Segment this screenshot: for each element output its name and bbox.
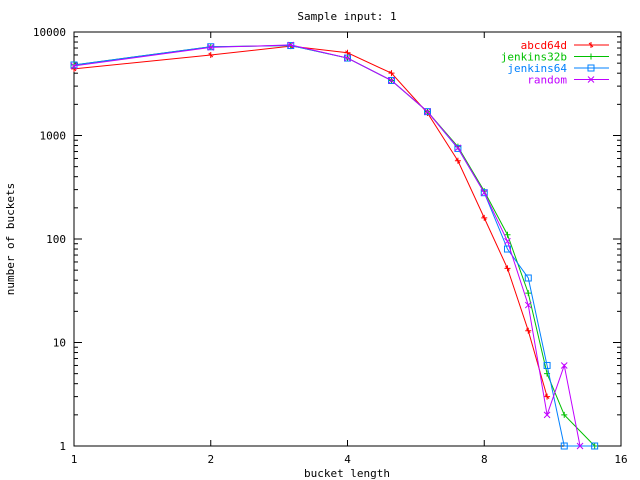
- legend-label: abcd64d: [521, 39, 567, 52]
- y-tick-label: 1000: [40, 130, 67, 143]
- data-point: [454, 157, 461, 164]
- x-tick-label: 8: [481, 453, 488, 466]
- data-point: [524, 301, 532, 309]
- legend-label: random: [527, 74, 567, 87]
- data-point: [454, 144, 462, 152]
- legend-marker: [588, 42, 594, 48]
- legend-marker: [587, 64, 595, 72]
- legend-marker: [588, 53, 594, 60]
- data-point: [388, 77, 395, 84]
- data-point: [525, 327, 532, 334]
- plot-frame: [73, 31, 622, 447]
- x-tick-label: 4: [344, 453, 351, 466]
- legend-label: jenkins64: [507, 62, 567, 75]
- series-jenkins32b: [71, 42, 598, 449]
- data-point: [543, 361, 551, 369]
- chart-title: Sample input: 1: [297, 10, 396, 23]
- data-point: [287, 41, 295, 49]
- data-point: [480, 189, 488, 197]
- data-point: [344, 54, 351, 62]
- data-point: [388, 70, 395, 77]
- data-point: [70, 61, 78, 69]
- data-point: [525, 290, 532, 297]
- data-point: [524, 274, 532, 282]
- data-point: [207, 43, 215, 51]
- series-line: [73, 44, 581, 447]
- series-abcd64d: [71, 43, 551, 400]
- data-point: [544, 393, 551, 400]
- data-point: [454, 144, 462, 152]
- y-tick-label: 10: [53, 337, 66, 350]
- data-point: [481, 214, 488, 221]
- data-point: [504, 231, 511, 238]
- data-point: [576, 442, 584, 450]
- series-line: [73, 45, 596, 447]
- data-point: [423, 108, 431, 116]
- y-tick-label: 10000: [33, 26, 66, 39]
- data-point: [591, 442, 599, 450]
- legend-label: jenkins32b: [501, 51, 567, 64]
- x-tick-label: 16: [614, 453, 627, 466]
- data-point: [543, 411, 551, 419]
- data-point: [504, 265, 511, 272]
- data-point: [207, 44, 215, 51]
- series-jenkins64: [70, 42, 599, 450]
- data-point: [504, 237, 511, 245]
- series-line: [73, 45, 595, 447]
- x-tick-label: 1: [71, 453, 78, 466]
- data-point: [560, 362, 568, 369]
- data-point: [207, 51, 214, 58]
- y-tick-label: 1: [59, 440, 66, 453]
- series-line: [73, 45, 548, 397]
- x-axis-label: bucket length: [304, 467, 390, 480]
- data-point: [388, 76, 396, 84]
- data-point: [560, 442, 568, 450]
- data-point: [424, 108, 431, 116]
- data-point: [480, 189, 488, 197]
- legend-marker: [587, 76, 595, 83]
- series-random: [70, 41, 584, 450]
- data-point: [344, 54, 351, 62]
- data-point: [561, 411, 568, 418]
- y-axis-label: number of buckets: [4, 183, 17, 296]
- y-tick-label: 100: [46, 233, 66, 246]
- x-tick-label: 2: [207, 453, 214, 466]
- data-point: [70, 62, 78, 70]
